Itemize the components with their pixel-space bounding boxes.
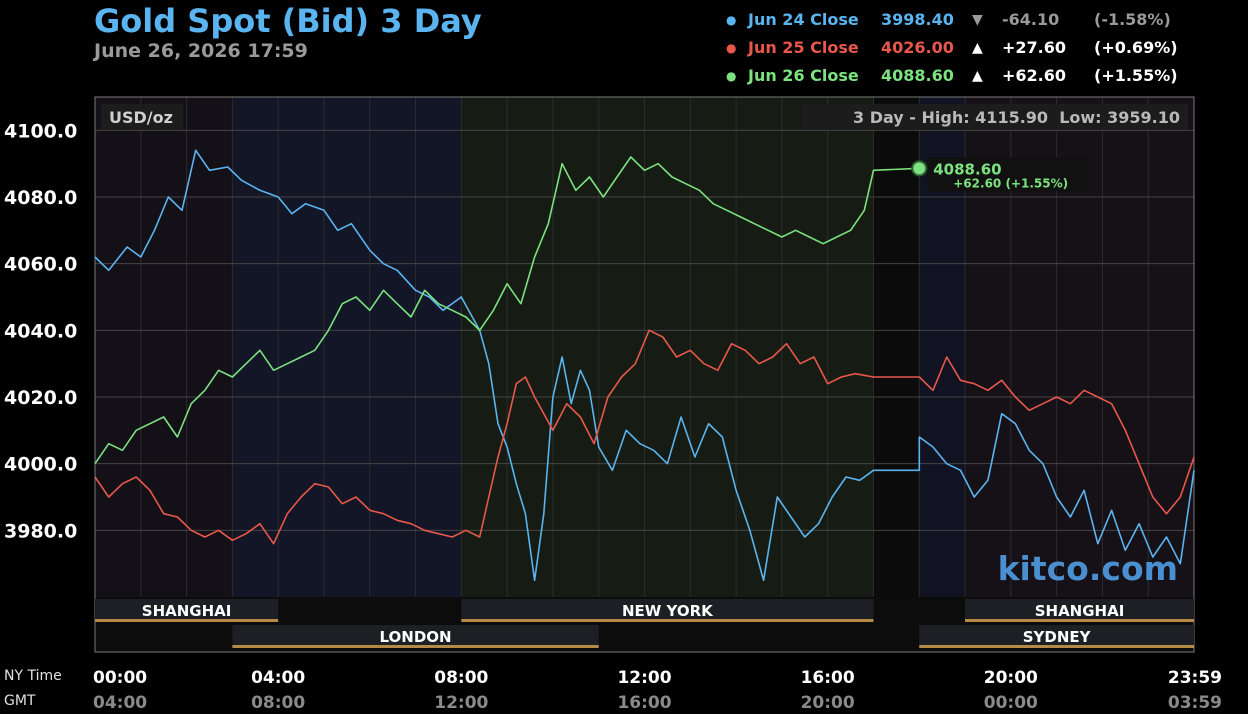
x-tick-label-gmt: 16:00 (617, 693, 671, 713)
unit-label-box (101, 104, 183, 130)
session-underline (461, 619, 874, 622)
legend-row-jun24: ● Jun 24 Close 3998.40 ▼ -64.10 (-1.58%) (722, 8, 1192, 36)
x-tick-label-ny: 12:00 (617, 668, 671, 688)
last-price-marker: 4088.60+62.60 (+1.55%) (911, 157, 1088, 192)
series-dot-icon: ● (726, 13, 737, 27)
session-bar (461, 599, 874, 621)
session-bar (232, 625, 599, 647)
x-tick-label-ny: 20:00 (984, 668, 1038, 688)
legend-row-jun26: ● Jun 26 Close 4088.60 ▲ +62.60 (+1.55%) (722, 64, 1192, 92)
last-price-dot (911, 160, 928, 177)
series-dot-icon: ● (726, 41, 737, 55)
series-line (94, 149, 1195, 582)
last-price-value: 4088.60 (933, 160, 1001, 178)
session-label: SHANGHAI (142, 602, 232, 620)
session-label: LONDON (379, 628, 451, 646)
range-label: 3 Day - High: 4115.90 Low: 3959.10 (853, 108, 1180, 127)
session-background-region (461, 97, 874, 597)
unit-label: USD/oz (109, 108, 173, 127)
plot-frame (94, 96, 1195, 653)
grid-lines (95, 97, 1194, 597)
x-tick-label-ny: 23:59 (1168, 668, 1222, 688)
up-arrow-icon: ▲ (972, 68, 983, 84)
x-tick-label-gmt: 12:00 (434, 693, 488, 713)
y-tick-label: 4080.0 (4, 187, 77, 209)
last-price-change: +62.60 (+1.55%) (953, 176, 1068, 190)
price-series (94, 149, 1195, 582)
x-tick-label-ny: 00:00 (93, 668, 147, 688)
series-line (94, 156, 920, 465)
ny-time-label: NY Time (4, 668, 62, 684)
series-dot-icon: ● (726, 69, 737, 83)
y-tick-label: 4040.0 (4, 320, 77, 342)
legend-price: 3998.40 (881, 10, 954, 29)
x-tick-label-gmt: 00:00 (984, 693, 1038, 713)
session-underline (232, 645, 599, 648)
x-tick-label-gmt: 03:59 (1168, 693, 1222, 713)
session-underline (95, 619, 279, 622)
session-underline (965, 619, 1194, 622)
session-label: SHANGHAI (1035, 602, 1125, 620)
chart-title: Gold Spot (Bid) 3 Day (94, 2, 482, 40)
legend-change: -64.10 (1002, 10, 1060, 29)
session-label: NEW YORK (622, 602, 714, 620)
close-legend: ● Jun 24 Close 3998.40 ▼ -64.10 (-1.58%)… (722, 8, 1192, 92)
session-background-region (232, 97, 462, 597)
x-tick-label-ny: 04:00 (251, 668, 305, 688)
legend-price: 4088.60 (881, 66, 954, 85)
series-line (94, 329, 1195, 545)
y-tick-label: 4000.0 (4, 454, 77, 476)
y-tick-label: 3980.0 (4, 520, 77, 542)
session-bar (95, 599, 279, 621)
session-bars: SHANGHAI NEW YORK SHANGHAI LONDON SYDNEY (95, 599, 1194, 648)
x-axis-ticks: 00:00 04:00 04:00 08:00 08:00 12:00 12:00 16:00… (93, 668, 1222, 713)
chart-datetime: June 26, 2026 17:59 (94, 40, 308, 62)
legend-percent: (+1.55%) (1094, 66, 1178, 85)
y-tick-label: 4020.0 (4, 387, 77, 409)
legend-percent: (-1.58%) (1094, 10, 1171, 29)
session-label: SYDNEY (1023, 628, 1092, 646)
x-tick-label-ny: 08:00 (434, 668, 488, 688)
gmt-label: GMT (4, 693, 36, 709)
legend-change: +27.60 (1002, 38, 1067, 57)
x-tick-label-gmt: 08:00 (251, 693, 305, 713)
legend-name: Jun 24 Close (748, 10, 859, 29)
legend-price: 4026.00 (881, 38, 954, 57)
session-background-region (95, 97, 233, 597)
session-bar (919, 625, 1194, 647)
last-price-label-box (927, 157, 1088, 192)
x-tick-label-ny: 16:00 (801, 668, 855, 688)
y-axis-ticks: 3980.0 4000.0 4020.0 4040.0 4060.0 4080.0 4100… (4, 120, 77, 542)
session-background-region (873, 97, 920, 597)
y-tick-label: 4060.0 (4, 254, 77, 276)
legend-name: Jun 25 Close (748, 38, 859, 57)
legend-row-jun25: ● Jun 25 Close 4026.00 ▲ +27.60 (+0.69%) (722, 36, 1192, 64)
up-arrow-icon: ▲ (972, 40, 983, 56)
session-bar (965, 599, 1194, 621)
range-label-box (802, 104, 1188, 130)
x-tick-label-gmt: 04:00 (93, 693, 147, 713)
session-underline (919, 645, 1194, 648)
watermark-logo: kitco.com (998, 549, 1178, 588)
legend-percent: (+0.69%) (1094, 38, 1178, 57)
legend-change: +62.60 (1002, 66, 1067, 85)
x-tick-label-gmt: 20:00 (801, 693, 855, 713)
legend-name: Jun 26 Close (748, 66, 859, 85)
y-tick-label: 4100.0 (4, 120, 77, 142)
down-arrow-icon: ▼ (972, 12, 983, 28)
